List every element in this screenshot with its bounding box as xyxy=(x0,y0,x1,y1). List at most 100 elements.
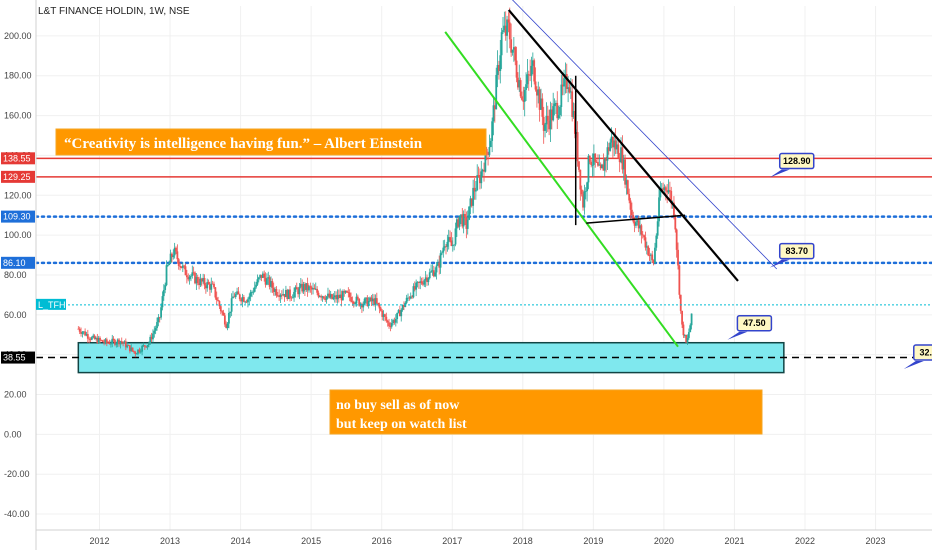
candle-body xyxy=(154,328,157,331)
candle-body xyxy=(536,89,538,96)
candle-body xyxy=(648,255,651,257)
candle-body xyxy=(158,317,161,319)
candle-body xyxy=(306,283,309,291)
candle-body xyxy=(545,115,548,125)
level-tag xyxy=(1,170,35,183)
candle-body xyxy=(327,293,329,297)
candle-body xyxy=(198,283,200,286)
candle-body xyxy=(605,159,608,161)
candle-body xyxy=(318,296,321,298)
candle-body xyxy=(622,159,625,170)
candle-body xyxy=(126,345,129,348)
candle-body xyxy=(586,182,589,192)
candle-body xyxy=(521,96,523,100)
candle-body xyxy=(256,279,259,285)
candle-body xyxy=(142,345,145,346)
candle-body xyxy=(560,84,563,107)
candle-body xyxy=(588,155,591,162)
callout-label: 32.80 xyxy=(920,348,932,358)
candle-body xyxy=(161,296,164,308)
candle-body xyxy=(664,187,667,191)
candle-body xyxy=(219,306,222,312)
y-tick-label: -40.00 xyxy=(4,509,30,519)
candle-body xyxy=(687,332,690,338)
candle-body xyxy=(610,136,613,143)
candle-body xyxy=(108,342,111,345)
candle-body xyxy=(540,98,542,110)
candle-body xyxy=(275,289,278,296)
candle-body xyxy=(583,191,586,208)
candle-body xyxy=(255,284,257,288)
candle-body xyxy=(443,246,446,248)
candle-body xyxy=(133,350,135,353)
candle-body xyxy=(190,275,192,277)
candle-body xyxy=(461,214,464,227)
x-tick-label: 2020 xyxy=(654,536,674,546)
candle-body xyxy=(134,352,137,355)
candle-body xyxy=(241,297,244,302)
candle-body xyxy=(649,254,652,256)
candle-body xyxy=(367,300,370,307)
candle-body xyxy=(626,180,629,195)
candle-body xyxy=(145,346,148,348)
ticker-tag: L_TFH xyxy=(36,298,66,310)
candle-body xyxy=(393,320,396,323)
candle-body xyxy=(435,265,438,273)
candle-body xyxy=(286,290,289,299)
candle-body xyxy=(624,159,627,185)
candle-body xyxy=(247,299,249,303)
candle-body xyxy=(272,287,275,292)
candle-body xyxy=(77,328,80,330)
candle-body xyxy=(394,319,397,323)
candle-body xyxy=(343,291,346,293)
y-tick-label: 100.00 xyxy=(4,230,32,240)
watch-text-line2: but keep on watch list xyxy=(336,417,467,432)
candle-body xyxy=(381,310,384,317)
callout: 47.50 xyxy=(727,314,773,340)
candle-body xyxy=(119,341,122,345)
candle-body xyxy=(542,116,545,131)
candle-body xyxy=(85,334,88,336)
candle-body xyxy=(645,246,648,248)
candle-body xyxy=(260,274,263,278)
candle-body xyxy=(152,333,154,340)
candle-body xyxy=(124,341,127,348)
candle-body xyxy=(534,81,537,90)
candle-body xyxy=(582,194,584,208)
candle-body xyxy=(89,339,92,340)
candle-body xyxy=(491,121,494,141)
y-tick-label: 200.00 xyxy=(4,31,32,41)
candle-body xyxy=(526,74,529,85)
candle-body xyxy=(101,340,104,342)
candle-body xyxy=(660,188,663,190)
x-tick-label: 2018 xyxy=(513,536,533,546)
candle-body xyxy=(496,64,499,75)
candle-body xyxy=(169,253,172,263)
candle-body xyxy=(663,187,666,191)
x-tick-label: 2022 xyxy=(795,536,815,546)
candle-body xyxy=(374,298,377,305)
candle-body xyxy=(115,343,118,345)
candle-body xyxy=(424,277,427,281)
chart-title: L&T FINANCE HOLDIN, 1W, NSE xyxy=(38,6,190,17)
candle-body xyxy=(176,251,179,260)
candle-body xyxy=(492,105,495,122)
candle-body xyxy=(416,281,419,283)
x-tick-label: 2014 xyxy=(231,536,251,546)
candle-body xyxy=(302,284,305,292)
candle-body xyxy=(340,294,343,301)
candle-body xyxy=(628,194,631,201)
candle-body xyxy=(149,336,152,344)
candle-body xyxy=(295,287,298,290)
candle-body xyxy=(493,105,496,110)
candle-body xyxy=(442,247,445,253)
candle-body xyxy=(479,175,481,184)
candle-body xyxy=(514,47,517,61)
candle-body xyxy=(378,304,381,309)
candle-body xyxy=(289,289,291,298)
candle-body xyxy=(329,294,332,298)
candle-body xyxy=(504,25,507,36)
candle-body xyxy=(595,161,598,163)
candle-body xyxy=(362,303,365,308)
candle-body xyxy=(427,278,430,283)
